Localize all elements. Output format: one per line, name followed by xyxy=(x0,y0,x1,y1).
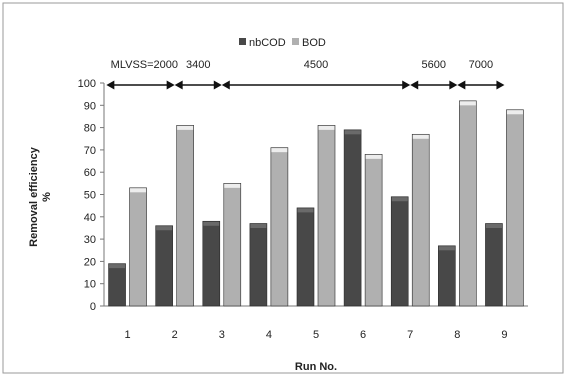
annotation-arrowhead xyxy=(449,80,458,90)
bar-nbcod xyxy=(202,220,221,307)
annotation-arrowhead xyxy=(221,80,230,90)
bar-bod-cap xyxy=(459,101,476,106)
y-tick-label: 30 xyxy=(84,234,96,246)
bar-bod-cap xyxy=(130,188,147,193)
annotation-label: 3400 xyxy=(186,59,210,71)
bar-nbcod xyxy=(108,263,126,307)
x-tick-label: 5 xyxy=(313,329,319,341)
y-tick-label: 90 xyxy=(84,100,96,112)
bar-nbcod-cap xyxy=(297,208,314,213)
y-tick-label: 10 xyxy=(84,279,96,291)
bar-nbcod xyxy=(249,223,268,307)
y-axis-title-line1: Removal efficiency xyxy=(28,146,40,247)
bar-bod-cap xyxy=(318,125,335,130)
bar-bod xyxy=(270,147,289,307)
bar-nbcod-cap xyxy=(391,197,408,202)
bar-nbcod xyxy=(155,225,173,307)
bar-bod-cap xyxy=(506,110,523,115)
legend: nbCOD BOD xyxy=(239,37,326,49)
bar-bod xyxy=(317,125,336,307)
bar-bod xyxy=(459,100,477,307)
legend-swatch-nbcod xyxy=(239,38,246,45)
y-tick-label: 0 xyxy=(90,301,96,313)
bar-bod-cap xyxy=(224,183,241,188)
bar-bod xyxy=(411,133,430,307)
x-tick-label: 3 xyxy=(219,329,225,341)
x-tick-label: 9 xyxy=(501,329,507,341)
x-tick-label: 2 xyxy=(172,329,178,341)
annotation-arrowhead xyxy=(166,80,175,90)
bar-bod xyxy=(506,109,524,307)
annotation-label: 5600 xyxy=(422,59,446,71)
x-tick-label: 7 xyxy=(407,329,413,341)
annotation-arrowhead xyxy=(410,80,419,90)
bar-nbcod xyxy=(438,245,456,307)
x-tick-label: 6 xyxy=(360,329,366,341)
plot-area: 0 10 20 30 40 50 60 70 80 90 100 1 2 3 4 5 6 7 8 9 MLVSS=200… xyxy=(78,59,528,341)
bar-nbcod-cap xyxy=(438,246,455,251)
y-tick-label: 80 xyxy=(84,123,96,135)
annotation-arrowhead xyxy=(106,80,115,90)
bar-nbcod-cap xyxy=(485,223,502,228)
legend-swatch-bod xyxy=(292,38,299,45)
bar-nbcod xyxy=(343,129,362,307)
bar-bod-cap xyxy=(271,148,288,153)
bar-nbcod xyxy=(296,207,315,307)
bar-nbcod-cap xyxy=(156,226,173,231)
x-tick-label: 1 xyxy=(124,329,130,341)
bar-bod-cap xyxy=(412,134,429,139)
annotation-arrowhead xyxy=(496,80,505,90)
x-tick-label: 8 xyxy=(454,329,460,341)
annotation-arrowhead xyxy=(174,80,183,90)
bar-nbcod xyxy=(390,196,409,307)
x-tick-label: 4 xyxy=(266,329,272,341)
bar-bod-cap xyxy=(177,125,194,130)
y-tick-label: 50 xyxy=(84,190,96,202)
y-tick-label: 100 xyxy=(78,78,96,90)
bar-bod xyxy=(176,125,194,307)
annotation-arrowhead xyxy=(213,80,222,90)
y-axis-title: Removal efficiency % xyxy=(28,146,53,247)
x-axis-title: Run No. xyxy=(295,361,337,373)
bar-nbcod-cap xyxy=(109,264,126,269)
bar-nbcod-cap xyxy=(203,221,220,226)
bar-bod xyxy=(364,154,383,307)
bar-bod xyxy=(223,183,242,307)
annotation-arrowhead xyxy=(457,80,466,90)
y-tick-label: 20 xyxy=(84,256,96,268)
y-axis-title-line2: % xyxy=(41,192,53,202)
legend-label-bod: BOD xyxy=(302,37,326,49)
y-tick-label: 70 xyxy=(84,145,96,157)
legend-label-nbcod: nbCOD xyxy=(249,37,286,49)
annotation-label: MLVSS=2000 xyxy=(111,59,178,71)
bar-nbcod-cap xyxy=(344,130,361,135)
annotation-label: 4500 xyxy=(304,59,328,71)
bar-nbcod-cap xyxy=(250,223,267,228)
annotation-label: 7000 xyxy=(469,59,493,71)
annotation-arrowhead xyxy=(402,80,411,90)
bar-bod-cap xyxy=(365,154,382,159)
y-tick-label: 60 xyxy=(84,167,96,179)
bar-bod xyxy=(129,187,147,307)
bar-nbcod xyxy=(485,223,503,307)
y-tick-label: 40 xyxy=(84,212,96,224)
